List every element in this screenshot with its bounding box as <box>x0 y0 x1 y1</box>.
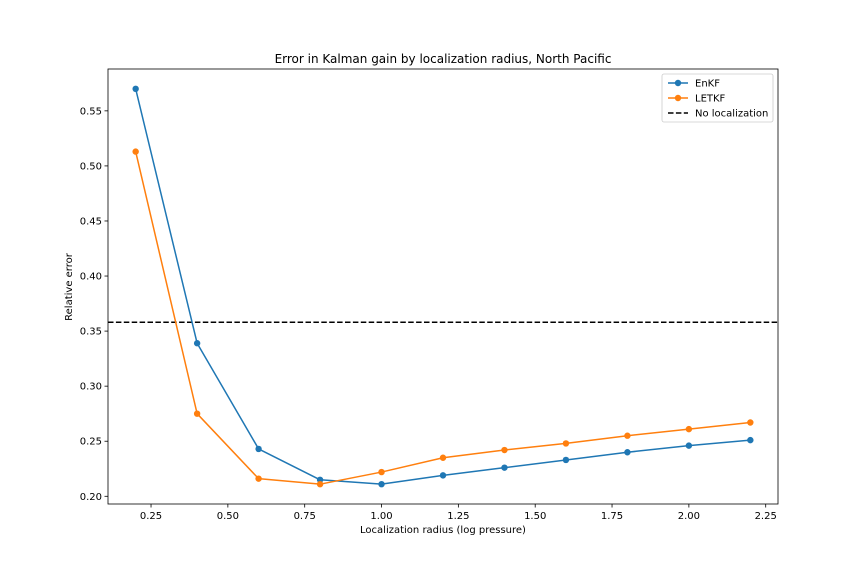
chart-title: Error in Kalman gain by localization rad… <box>275 52 612 66</box>
data-point-letkf-8 <box>624 432 631 439</box>
legend-label-enkf: EnKF <box>695 79 720 90</box>
data-point-letkf-10 <box>747 419 754 426</box>
x-axis-label: Localization radius (log pressure) <box>360 525 526 536</box>
y-axis-label: Relative error <box>64 252 75 321</box>
y-tick-label: 0.30 <box>80 382 102 393</box>
data-point-enkf-10 <box>747 436 754 444</box>
x-axis: 0.25 0.50 0.75 1.00 1.25 1.50 1.75 2.00 2.25 <box>140 504 777 522</box>
data-point-letkf-9 <box>685 425 693 433</box>
legend-marker-enkf <box>674 79 682 87</box>
y-tick-label: 0.50 <box>80 161 102 172</box>
data-point-enkf-9 <box>685 442 693 449</box>
data-point-letkf-4 <box>378 468 385 476</box>
data-point-letkf-0 <box>132 148 139 155</box>
x-tick-label: 2.25 <box>755 511 777 522</box>
data-point-letkf-7 <box>562 440 570 447</box>
data-point-letkf-3 <box>316 480 324 488</box>
x-tick-label: 0.50 <box>217 511 239 522</box>
y-tick-label: 0.20 <box>80 492 102 503</box>
x-tick-label: 0.25 <box>140 511 162 522</box>
x-tick-label: 1.50 <box>524 511 546 522</box>
data-point-enkf-7 <box>562 456 570 464</box>
legend: EnKF LETKF No localization <box>661 73 774 123</box>
data-point-enkf-4 <box>378 480 385 488</box>
x-tick-label: 0.75 <box>294 511 316 522</box>
data-point-letkf-6 <box>501 446 508 454</box>
data-point-enkf-1 <box>193 340 201 347</box>
y-tick-label: 0.40 <box>80 272 102 283</box>
data-point-enkf-6 <box>501 464 508 471</box>
y-tick-label: 0.35 <box>80 327 102 338</box>
legend-label-no-localization: No localization <box>695 109 768 120</box>
data-point-enkf-5 <box>439 472 447 479</box>
plot-area <box>107 68 779 505</box>
data-point-enkf-8 <box>624 449 631 456</box>
x-tick-label: 1.75 <box>601 511 623 522</box>
data-point-letkf-1 <box>193 410 201 417</box>
y-axis: 0.20 0.25 0.30 0.35 0.40 0.45 0.50 0.55 <box>80 106 108 503</box>
data-point-letkf-2 <box>255 475 262 482</box>
legend-label-letkf: LETKF <box>695 94 726 105</box>
data-point-letkf-5 <box>439 454 447 461</box>
data-point-enkf-2 <box>255 445 262 453</box>
series-line-letkf <box>134 151 751 485</box>
x-tick-label: 1.25 <box>447 511 469 522</box>
legend-marker-letkf <box>674 94 682 102</box>
data-point-enkf-3 <box>316 476 324 483</box>
y-tick-label: 0.45 <box>80 216 102 227</box>
legend-box <box>661 73 774 123</box>
y-tick-label: 0.55 <box>80 106 102 117</box>
x-tick-label: 2.00 <box>678 511 700 522</box>
data-point-enkf-0 <box>132 85 139 93</box>
plot-frame <box>107 68 779 505</box>
x-tick-label: 1.00 <box>370 511 392 522</box>
y-tick-label: 0.25 <box>80 437 102 448</box>
series-line-enkf <box>134 88 751 485</box>
